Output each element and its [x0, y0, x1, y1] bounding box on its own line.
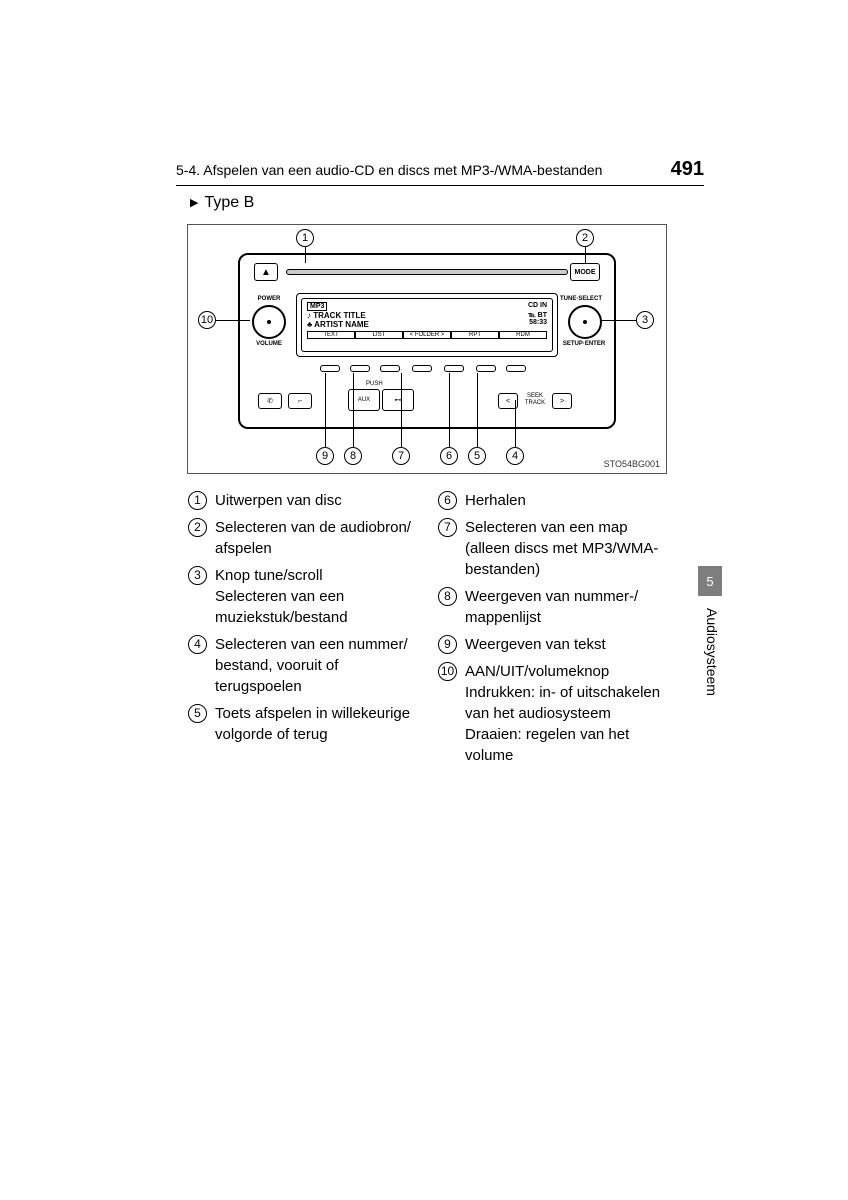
callout-1: 1: [296, 229, 314, 247]
seek-label: SEEKTRACK: [520, 393, 550, 407]
time-indicator: 58:33: [528, 319, 547, 326]
chapter-label: Audiosysteem: [700, 608, 720, 696]
radio-diagram: ▲ MODE POWER VOLUME TUNE·SELECT SETUP·EN…: [187, 224, 667, 474]
section-title: 5-4. Afspelen van een audio-CD en discs …: [176, 162, 602, 178]
legend-num: 6: [438, 491, 457, 510]
legend-item: 9 Weergeven van tekst: [438, 634, 668, 655]
legend-text: Herhalen: [465, 490, 668, 511]
legend-item: 2 Selecteren van de audiobron/ afspelen: [188, 517, 418, 559]
callout-9: 9: [316, 447, 334, 465]
legend-num: 10: [438, 662, 457, 681]
callout-6: 6: [440, 447, 458, 465]
legend-text: Selecteren van een map (alleen discs met…: [465, 517, 668, 580]
legend: 1 Uitwerpen van disc 2 Selecteren van de a…: [188, 490, 668, 772]
volume-label: VOLUME: [252, 341, 286, 347]
legend-text: Toets afspelen in willekeurige volgorde …: [215, 703, 418, 745]
head-unit: ▲ MODE POWER VOLUME TUNE·SELECT SETUP·EN…: [238, 253, 616, 429]
legend-item: 3 Knop tune/scrollSelecteren van een muzi…: [188, 565, 418, 628]
legend-num: 4: [188, 635, 207, 654]
tab-folder: < FOLDER >: [403, 331, 451, 339]
tab-rpt: RPT: [451, 331, 499, 339]
tab-text: TEXT: [307, 331, 355, 339]
track-title: ♪ TRACK TITLE: [307, 311, 369, 320]
legend-text: Weergeven van tekst: [465, 634, 668, 655]
lcd-tabs: TEXT LIST < FOLDER > RPT RDM: [307, 331, 547, 339]
mode-button: MODE: [570, 263, 600, 281]
legend-left: 1 Uitwerpen van disc 2 Selecteren van de a…: [188, 490, 418, 772]
preset-4: [412, 365, 432, 372]
tune-knob: [568, 305, 602, 339]
callout-3: 3: [636, 311, 654, 329]
callout-7: 7: [392, 447, 410, 465]
legend-item: 6 Herhalen: [438, 490, 668, 511]
artist-name: ♣ ARTIST NAME: [307, 320, 369, 329]
legend-text: Weergeven van nummer-/ mappenlijst: [465, 586, 668, 628]
legend-num: 8: [438, 587, 457, 606]
callout-4: 4: [506, 447, 524, 465]
legend-item: 8 Weergeven van nummer-/ mappenlijst: [438, 586, 668, 628]
preset-7: [506, 365, 526, 372]
lead-5: [477, 373, 478, 448]
usb-button: ⊷: [382, 389, 414, 411]
lead-9: [325, 373, 326, 448]
subheading: Type B: [190, 194, 254, 212]
preset-2: [350, 365, 370, 372]
legend-num: 5: [188, 704, 207, 723]
legend-text: Knop tune/scrollSelecteren van een muzie…: [215, 565, 418, 628]
legend-item: 7 Selecteren van een map (alleen discs me…: [438, 517, 668, 580]
lead-8: [353, 373, 354, 448]
legend-item: 4 Selecteren van een nummer/ bestand, voo…: [188, 634, 418, 697]
lcd: MP3 CD IN ♪ TRACK TITLE ♣ ARTIST NAME ℡ …: [301, 298, 553, 352]
lead-4: [515, 400, 516, 448]
legend-text: AAN/UIT/volumeknopIndrukken: in- of uits…: [465, 661, 668, 766]
legend-num: 2: [188, 518, 207, 537]
preset-5: [444, 365, 464, 372]
legend-item: 5 Toets afspelen in willekeurige volgorde…: [188, 703, 418, 745]
callout-10: 10: [198, 311, 216, 329]
tab-list: LIST: [355, 331, 403, 339]
tab-rdm: RDM: [499, 331, 547, 339]
legend-num: 9: [438, 635, 457, 654]
cdin-badge: CD IN: [528, 302, 547, 311]
callout-2: 2: [576, 229, 594, 247]
page-header: 5-4. Afspelen van een audio-CD en discs …: [176, 158, 704, 186]
legend-text: Selecteren van de audiobron/ afspelen: [215, 517, 418, 559]
power-label: POWER: [254, 296, 284, 302]
eject-button: ▲: [254, 263, 278, 281]
legend-item: 1 Uitwerpen van disc: [188, 490, 418, 511]
seek-next: >: [552, 393, 572, 409]
legend-num: 3: [188, 566, 207, 585]
tune-label: TUNE·SELECT: [556, 296, 606, 302]
volume-knob: [252, 305, 286, 339]
lead-7: [401, 373, 402, 448]
preset-1: [320, 365, 340, 372]
hangup-button: ⌐: [288, 393, 312, 409]
cd-slot: [286, 269, 568, 275]
lcd-frame: MP3 CD IN ♪ TRACK TITLE ♣ ARTIST NAME ℡ …: [296, 293, 558, 357]
push-label: PUSH: [366, 381, 383, 387]
callout-5: 5: [468, 447, 486, 465]
page-number: 491: [671, 158, 704, 181]
callout-8: 8: [344, 447, 362, 465]
legend-num: 1: [188, 491, 207, 510]
setup-label: SETUP·ENTER: [562, 341, 606, 347]
preset-6: [476, 365, 496, 372]
lead-6: [449, 373, 450, 448]
chapter-tab: 5: [698, 566, 722, 596]
legend-text: Selecteren van een nummer/ bestand, voor…: [215, 634, 418, 697]
figure-id: STO54BG001: [604, 459, 660, 469]
phone-button: ✆: [258, 393, 282, 409]
mp3-badge: MP3: [307, 302, 327, 311]
legend-text: Uitwerpen van disc: [215, 490, 418, 511]
lead-1: [305, 247, 306, 263]
lead-3: [600, 320, 636, 321]
legend-num: 7: [438, 518, 457, 537]
lead-2: [585, 247, 586, 263]
bt-indicator: ℡ BT: [528, 311, 547, 319]
preset-3: [380, 365, 400, 372]
legend-right: 6 Herhalen 7 Selecteren van een map (allee…: [438, 490, 668, 772]
lead-10: [216, 320, 250, 321]
legend-item: 10 AAN/UIT/volumeknopIndrukken: in- of ui…: [438, 661, 668, 766]
